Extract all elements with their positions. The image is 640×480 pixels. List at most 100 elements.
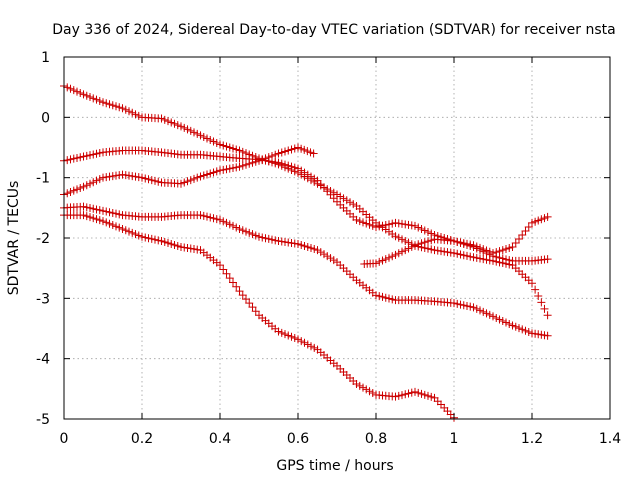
data-point-marker: [277, 159, 286, 168]
data-point-marker: [131, 110, 140, 119]
data-point-marker: [323, 252, 332, 261]
data-point-marker: [66, 155, 75, 164]
data-point-marker: [378, 292, 387, 301]
data-point-marker: [411, 241, 419, 250]
data-point-marker: [209, 137, 218, 146]
data-point-marker: [320, 250, 328, 259]
data-point-marker: [63, 156, 72, 165]
data-point-marker: [482, 246, 491, 255]
data-point-marker: [443, 407, 452, 416]
data-point-marker: [144, 175, 153, 184]
data-point-marker: [508, 321, 517, 330]
data-point-marker: [245, 159, 254, 168]
data-point-marker: [310, 245, 319, 254]
data-point-marker: [485, 310, 494, 319]
data-point-marker: [505, 256, 514, 265]
data-point-marker: [489, 249, 497, 258]
data-point-marker: [138, 232, 146, 241]
data-point-marker: [151, 235, 159, 244]
data-point-marker: [290, 163, 299, 172]
data-point-marker: [271, 158, 280, 167]
data-point-marker: [417, 239, 426, 248]
data-point-marker: [543, 311, 552, 320]
data-point-marker: [180, 243, 189, 252]
data-point-marker: [115, 103, 124, 112]
data-point-marker: [414, 223, 423, 232]
data-point-marker: [463, 301, 471, 310]
data-point-marker: [375, 257, 384, 266]
data-point-marker: [420, 226, 429, 235]
data-point-marker: [381, 293, 390, 302]
axes: 0 0.2 0.4 0.6 0.8 1 1.2 1.4 -5 -4 -3 -2 -1 0 1: [36, 50, 621, 447]
data-point-marker: [404, 389, 413, 398]
data-point-marker: [95, 175, 104, 184]
data-point-marker: [105, 219, 114, 228]
data-point-marker: [381, 255, 390, 264]
y-tick-label: -2: [36, 231, 50, 247]
data-point-marker: [456, 300, 465, 309]
data-point-marker: [446, 410, 455, 419]
data-point-marker: [463, 251, 471, 260]
data-point-marker: [73, 87, 81, 96]
data-point-marker: [186, 176, 195, 185]
data-point-marker: [411, 387, 419, 396]
data-point-marker: [476, 243, 484, 252]
data-point-marker: [95, 149, 104, 158]
data-point-marker: [502, 318, 510, 327]
data-point-marker: [463, 239, 471, 248]
data-point-marker: [86, 204, 94, 213]
data-point-marker: [206, 135, 215, 144]
data-point-marker: [99, 173, 107, 182]
data-point-marker: [212, 138, 221, 147]
data-point-marker: [297, 241, 306, 250]
data-point-marker: [336, 192, 345, 201]
data-point-marker: [255, 156, 263, 165]
data-point-marker: [105, 208, 114, 217]
data-point-marker: [313, 176, 322, 185]
data-point-marker: [469, 303, 478, 312]
data-point-marker: [66, 187, 75, 196]
data-point-marker: [235, 287, 244, 296]
data-point-marker: [112, 209, 120, 218]
data-point-marker: [388, 252, 397, 261]
data-point-marker: [222, 218, 231, 227]
data-point-marker: [391, 250, 400, 259]
data-point-marker: [125, 107, 133, 116]
data-point-marker: [251, 307, 260, 316]
data-point-marker: [121, 226, 130, 235]
data-point-marker: [407, 221, 416, 230]
data-point-marker: [316, 248, 325, 257]
data-point-marker: [154, 236, 163, 245]
data-point-marker: [222, 269, 231, 278]
data-point-marker: [394, 233, 403, 242]
x-tick-label: 1: [450, 431, 459, 447]
data-point-marker: [147, 234, 156, 243]
data-point-marker: [446, 248, 455, 257]
data-point-marker: [313, 246, 322, 255]
data-point-marker: [307, 342, 315, 351]
data-point-marker: [388, 295, 397, 304]
data-point-marker: [134, 111, 143, 120]
data-point-marker: [349, 200, 358, 209]
data-point-marker: [66, 84, 75, 93]
data-point-marker: [518, 230, 527, 239]
data-point-marker: [69, 154, 78, 163]
data-point-marker: [492, 248, 501, 257]
data-point-marker: [443, 248, 452, 257]
data-point-marker: [128, 228, 137, 237]
data-point-marker: [216, 166, 224, 175]
data-point-marker: [147, 176, 156, 185]
data-point-marker: [261, 234, 270, 243]
data-point-marker: [196, 172, 205, 181]
data-point-marker: [235, 162, 244, 171]
data-point-marker: [69, 86, 78, 95]
data-point-marker: [79, 211, 88, 220]
data-point-marker: [199, 211, 208, 220]
data-point-marker: [177, 243, 185, 252]
data-point-marker: [199, 171, 208, 180]
data-point-marker: [82, 181, 91, 190]
data-point-marker: [352, 380, 361, 389]
data-point-marker: [424, 227, 432, 236]
data-point-marker: [414, 240, 423, 249]
series-6: [360, 212, 552, 268]
